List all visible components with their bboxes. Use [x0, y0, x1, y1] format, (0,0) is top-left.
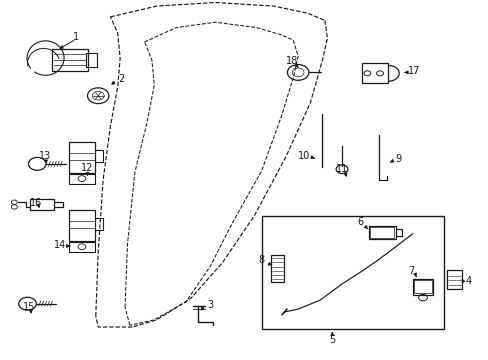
Text: 6: 6	[356, 217, 363, 227]
Text: 1: 1	[73, 32, 79, 41]
Text: 16: 16	[30, 198, 42, 208]
Text: 12: 12	[81, 163, 94, 173]
Bar	[30, 199, 54, 211]
Text: 8: 8	[258, 255, 264, 265]
Bar	[413, 280, 431, 293]
Bar	[368, 226, 395, 239]
Bar	[412, 279, 432, 295]
Bar	[261, 216, 444, 329]
Bar	[69, 174, 94, 184]
Bar	[52, 49, 88, 71]
Bar	[369, 227, 393, 238]
Bar	[446, 270, 462, 289]
Bar	[86, 53, 97, 67]
Text: 11: 11	[335, 164, 347, 174]
Bar	[69, 142, 94, 173]
Text: 5: 5	[328, 334, 335, 345]
Text: 13: 13	[39, 151, 51, 161]
Text: 17: 17	[407, 66, 420, 76]
Bar	[271, 255, 283, 282]
Text: 2: 2	[118, 74, 124, 84]
Text: 15: 15	[23, 302, 35, 312]
Bar	[69, 211, 94, 241]
Bar	[361, 63, 387, 83]
Bar	[69, 242, 94, 252]
Text: 4: 4	[465, 276, 471, 286]
Text: 7: 7	[407, 266, 413, 276]
Text: 9: 9	[394, 154, 400, 164]
Text: 10: 10	[297, 150, 309, 161]
Text: 3: 3	[207, 300, 213, 310]
Text: 14: 14	[54, 239, 66, 249]
Text: 18: 18	[285, 56, 298, 66]
